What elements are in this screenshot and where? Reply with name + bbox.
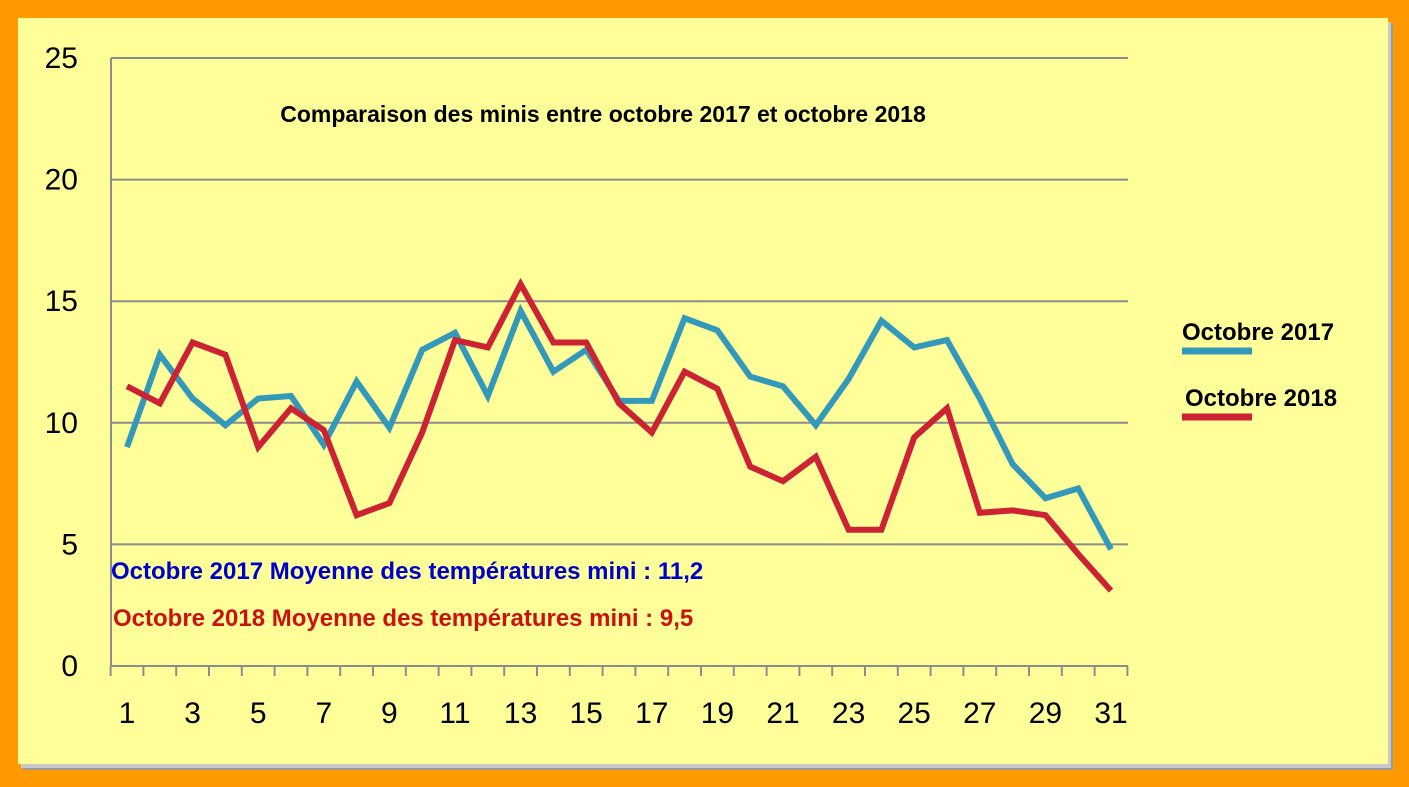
- legend: Octobre 2017 Octobre 2018: [1182, 319, 1337, 421]
- y-tick-label: 5: [61, 528, 78, 561]
- x-tick-label: 7: [315, 697, 332, 730]
- y-axis: 0 5 10 15 20 25: [45, 42, 112, 683]
- annotation-2017-average: Octobre 2017 Moyenne des températures mi…: [111, 558, 703, 585]
- x-tick-label: 17: [635, 697, 668, 730]
- annotation-2018-average: Octobre 2018 Moyenne des températures mi…: [113, 605, 693, 632]
- x-tick-label: 11: [439, 697, 470, 730]
- gridlines: [111, 57, 1128, 546]
- x-tick-label: 27: [963, 697, 996, 730]
- x-tick-label: 9: [381, 697, 398, 730]
- y-tick-label: 25: [45, 42, 78, 75]
- y-tick-label: 15: [45, 285, 78, 318]
- x-tick-label: 21: [766, 697, 799, 730]
- y-tick-label: 0: [61, 650, 78, 683]
- y-tick-label: 10: [45, 407, 78, 440]
- x-tick-label: 19: [701, 697, 734, 730]
- x-tick-label: 25: [898, 697, 931, 730]
- chart-frame: 0 5 10 15 20 25 1 3 5 7 9 11 13 15 17 19 21 23 25 27 29 31 C…: [18, 18, 1388, 764]
- x-tick-label: 1: [119, 697, 136, 730]
- x-tick-label: 5: [250, 697, 267, 730]
- x-tick-label: 23: [832, 697, 865, 730]
- x-axis: 1 3 5 7 9 11 13 15 17 19 21 23 25 27 29 31: [109, 665, 1129, 730]
- x-tick-label: 15: [570, 697, 603, 730]
- legend-label: Octobre 2018: [1185, 385, 1337, 412]
- x-tick-label: 13: [504, 697, 537, 730]
- x-tick-label: 29: [1029, 697, 1062, 730]
- x-tick-label: 31: [1094, 697, 1127, 730]
- chart-title: Comparaison des minis entre octobre 2017…: [280, 101, 926, 127]
- series-lines: [124, 277, 1114, 593]
- x-tick-label: 3: [184, 697, 201, 730]
- legend-label: Octobre 2017: [1182, 319, 1334, 346]
- series-line-octobre-2018: [125, 277, 1114, 593]
- y-tick-label: 20: [45, 164, 78, 197]
